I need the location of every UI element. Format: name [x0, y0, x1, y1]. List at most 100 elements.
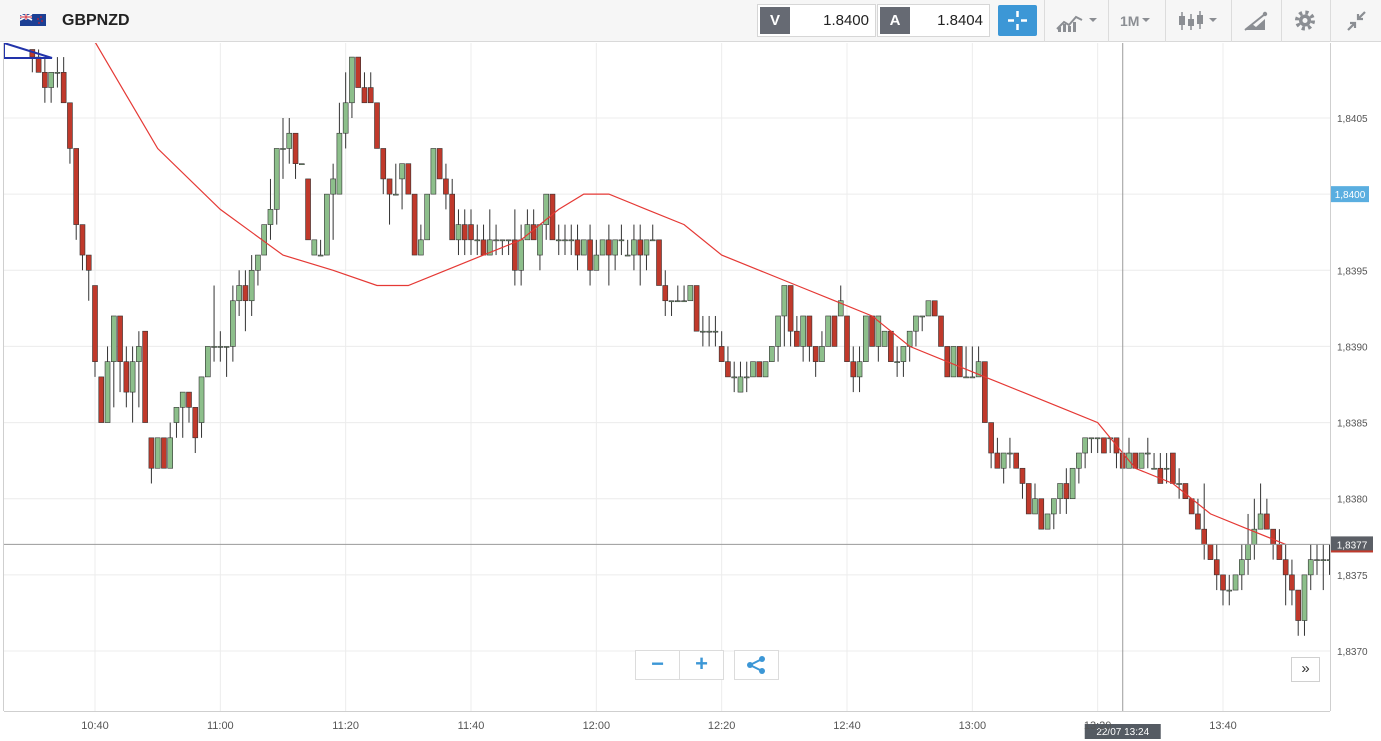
candle-up [856, 361, 863, 378]
candle-down [794, 330, 800, 347]
candle-up [555, 239, 562, 242]
candle-up [593, 254, 600, 271]
candle-up [1176, 483, 1182, 485]
candle-down [79, 224, 86, 256]
bid-price-label: 1,8400 [1335, 190, 1366, 201]
crosshair-button[interactable] [998, 5, 1037, 36]
chart-type-button[interactable] [1172, 5, 1226, 36]
x-tick-label: 11:00 [207, 720, 234, 732]
candle-up [1000, 452, 1007, 469]
candle-up [781, 285, 788, 317]
candle-up [1320, 559, 1327, 561]
candle-down [1170, 452, 1176, 484]
candle-up [1032, 498, 1038, 515]
toolbar-divider [1108, 0, 1109, 42]
candle-down [1282, 559, 1289, 576]
candle-down [374, 102, 380, 149]
drawing-tools-icon [1244, 11, 1268, 31]
candle-down [549, 193, 556, 241]
candle-down [574, 239, 581, 256]
candle-up [674, 300, 681, 303]
price-chart[interactable]: 22/07 13:24 1,8377 1,8400 1,8405 1,8395 1,83… [0, 43, 1381, 741]
candle-up [1138, 452, 1145, 469]
candle-up [424, 193, 430, 241]
sell-price-box[interactable]: V 1.8400 [757, 4, 876, 37]
candle-up [111, 315, 117, 362]
candle-up [643, 239, 650, 256]
timeframe-dropdown[interactable]: 1M [1116, 5, 1158, 36]
candle-up [104, 361, 111, 423]
candle-up [894, 361, 900, 363]
candle-down [806, 315, 813, 347]
candle-down [85, 254, 92, 271]
candle-up [1326, 559, 1330, 561]
candle-up [700, 330, 706, 333]
candle-up [273, 148, 280, 210]
candle-up [731, 376, 738, 379]
candle-down [1207, 544, 1214, 560]
candle-down [1220, 574, 1226, 591]
candle-up [430, 148, 437, 195]
scroll-to-latest-button[interactable]: » [1291, 657, 1320, 682]
candle-up [205, 346, 211, 378]
candle-down [988, 422, 994, 454]
y-tick-label: 1,8385 [1337, 419, 1368, 430]
zoom-in-button[interactable]: + [679, 650, 724, 680]
candle-up [286, 132, 293, 149]
indicators-button[interactable] [1052, 5, 1102, 36]
candle-up [649, 239, 656, 242]
candle-up [599, 239, 606, 256]
candle-down [662, 285, 669, 302]
candle-down [480, 239, 487, 256]
candle-up [925, 300, 932, 317]
x-tick-label: 13:20 [1084, 720, 1112, 732]
candle-up [349, 56, 355, 104]
candle-up [1314, 559, 1320, 561]
candle-up [54, 72, 61, 74]
candle-down [92, 285, 98, 362]
candle-up [1346, 590, 1351, 591]
share-button[interactable] [734, 650, 779, 680]
collapse-button[interactable] [1336, 5, 1376, 36]
x-tick-label: 12:40 [833, 720, 861, 732]
candle-up [230, 300, 236, 347]
candle-up [737, 376, 744, 393]
candle-down [192, 407, 199, 439]
candle-up [317, 254, 324, 257]
candle-down [436, 148, 443, 180]
candle-up [743, 376, 750, 379]
x-tick-label: 12:20 [708, 720, 736, 732]
candle-down [1270, 528, 1276, 545]
candle-up [255, 254, 261, 271]
candle-up [499, 239, 506, 242]
x-tick-label: 12:00 [583, 720, 611, 732]
candle-up [580, 239, 587, 256]
x-tick-label: 13:40 [1209, 720, 1237, 732]
candle-down [123, 361, 130, 393]
candle-down [656, 239, 662, 286]
last-price-badge [1331, 536, 1373, 553]
candle-up [298, 163, 305, 165]
candle-down [1063, 483, 1070, 500]
x-tick-label: 13:00 [959, 720, 987, 732]
candle-down [1352, 590, 1357, 620]
share-icon [747, 656, 765, 674]
candle-down [956, 346, 963, 378]
candle-down [787, 285, 794, 332]
candle-down [73, 148, 79, 225]
buy-price-box[interactable]: A 1.8404 [877, 4, 990, 37]
toolbar-divider [1281, 0, 1282, 42]
candle-down [468, 224, 474, 241]
candle-down [1201, 528, 1207, 545]
last-price-badge-accent [1331, 550, 1373, 553]
candle-down [367, 87, 374, 104]
candle-down [1289, 574, 1295, 591]
zoom-out-button[interactable]: − [635, 650, 680, 680]
candle-up [900, 346, 907, 362]
candle-up [392, 193, 399, 196]
drawing-tools-button[interactable] [1238, 5, 1274, 36]
settings-button[interactable] [1287, 5, 1323, 36]
candle-up [862, 315, 869, 362]
x-tick-label: 11:20 [332, 720, 359, 732]
candle-down [386, 178, 393, 195]
